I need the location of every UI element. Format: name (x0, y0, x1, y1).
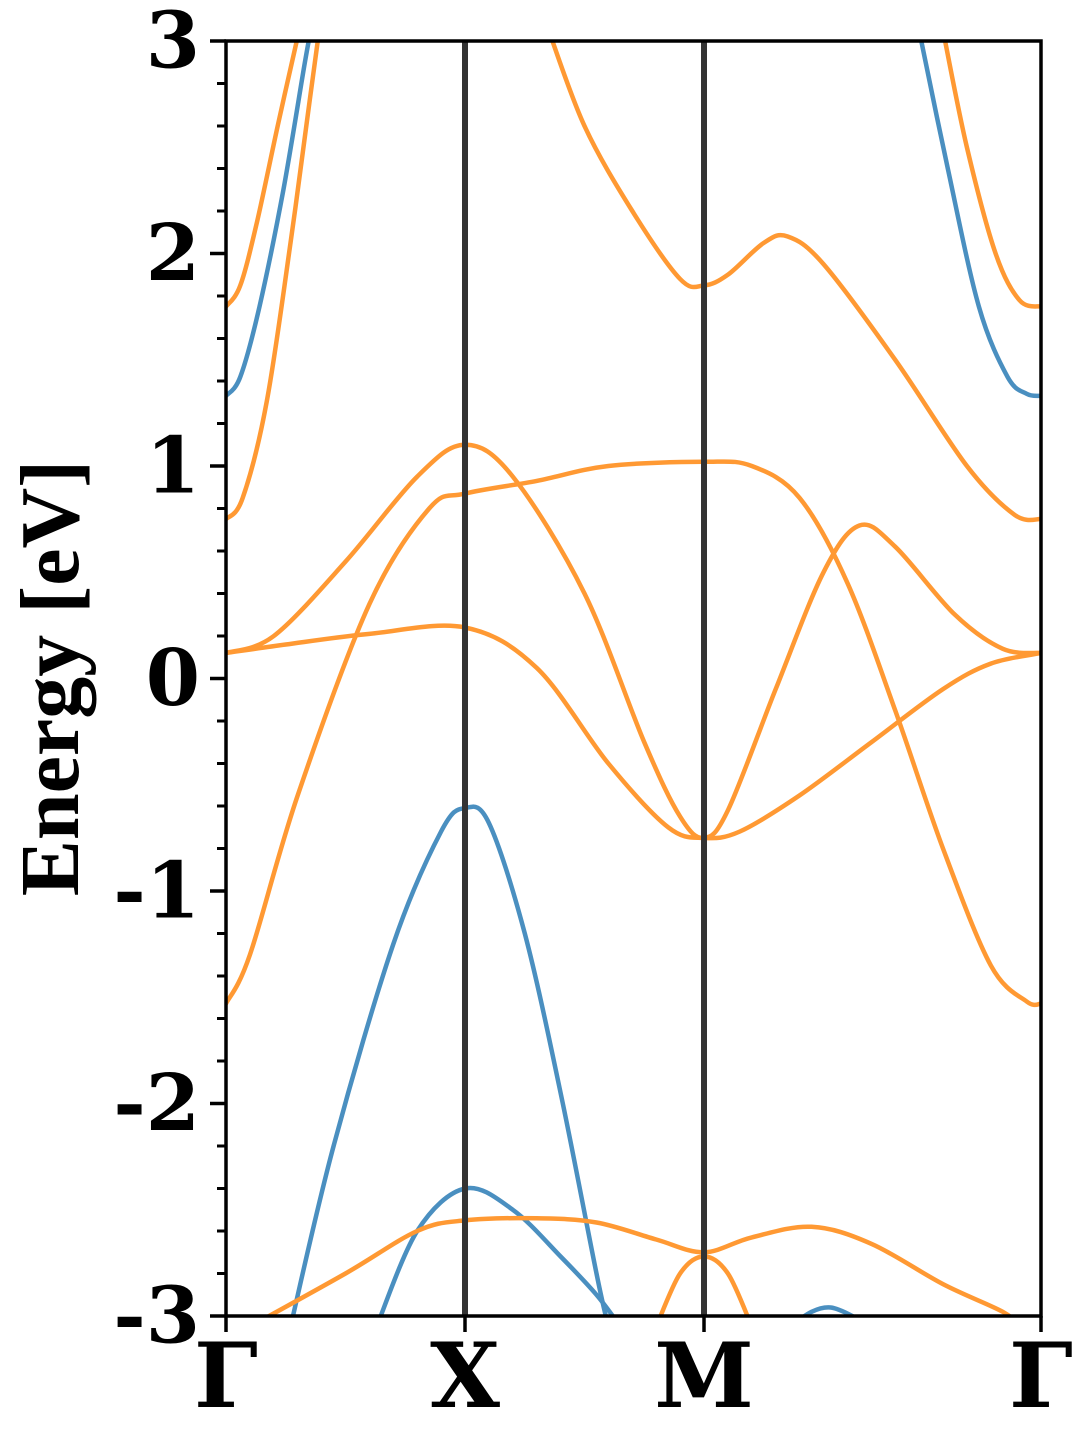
y-tick-label: 1 (146, 421, 200, 512)
band-line-blue-8 (918, 41, 1041, 399)
y-tick-label: -3 (113, 1271, 200, 1362)
band-line-blue-1 (226, 41, 312, 399)
band-line-blue-11 (378, 1185, 616, 1316)
x-tick-label-Γ: Γ (194, 1323, 258, 1429)
y-axis-title: Energy [eV] (4, 460, 97, 896)
y-tick-label: 3 (146, 0, 200, 87)
band-line-orange-12 (264, 1215, 1013, 1316)
band-line-orange-4 (226, 623, 1041, 841)
y-axis-ticks: 3 2 1 0 -1 -2 -3 (113, 0, 226, 1362)
band-line-orange-9 (942, 41, 1041, 309)
band-line-orange-7 (550, 41, 1041, 523)
y-tick-label: 0 (146, 633, 200, 724)
y-tick-label: -1 (113, 846, 200, 937)
y-tick-label: -2 (113, 1058, 200, 1149)
band-line-orange-5 (226, 442, 1041, 841)
high-symmetry-lines (462, 41, 708, 1316)
band-line-orange-2 (226, 41, 300, 309)
plot-frame (224, 39, 1043, 1318)
x-tick-label-M: M (654, 1323, 754, 1429)
band-line-orange-6 (226, 459, 1041, 1008)
band-line-orange-3 (226, 41, 321, 522)
x-tick-label-Γ: Γ (1009, 1323, 1073, 1429)
band-line-blue-10 (290, 804, 609, 1316)
x-tick-label-X: X (430, 1323, 500, 1429)
band-lines (226, 41, 1041, 1316)
y-tick-label: 2 (146, 208, 200, 299)
